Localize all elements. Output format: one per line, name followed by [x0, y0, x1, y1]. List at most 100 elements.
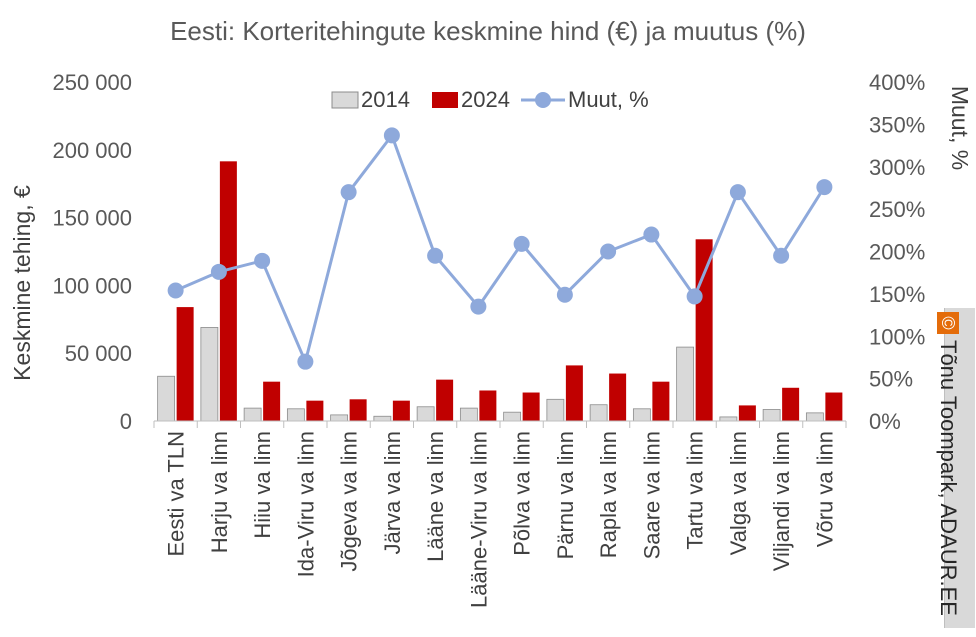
- change-point: [643, 226, 660, 243]
- bar-2024: [219, 161, 237, 422]
- left-axis: 0 50 000 100 000 150 000 200 000 250 000: [52, 70, 132, 434]
- bar-2024: [609, 373, 627, 421]
- bar-2024: [695, 239, 713, 421]
- bar-2024: [436, 379, 454, 421]
- bar-2024: [738, 405, 756, 421]
- category-label: Rapla va linn: [596, 431, 621, 558]
- bar-2014: [676, 346, 695, 422]
- right-tick-label: 150%: [869, 282, 925, 307]
- left-tick-label: 150 000: [52, 206, 132, 231]
- bar-2024: [782, 387, 800, 421]
- bar-2014: [459, 407, 478, 422]
- category-label: Ida-Viru va linn: [293, 431, 318, 577]
- right-tick-label: 300%: [869, 155, 925, 180]
- change-point: [816, 179, 833, 196]
- bar-2014: [373, 415, 392, 422]
- legend: 2014 2024 Muut, %: [331, 87, 649, 112]
- right-tick-label: 350%: [869, 112, 925, 137]
- legend-label-change: Muut, %: [568, 87, 649, 112]
- credit-text: Tõnu Toompark, ADAUR.EE: [936, 340, 961, 616]
- left-tick-label: 50 000: [65, 341, 132, 366]
- category-label: Viljandi va linn: [769, 431, 794, 571]
- change-point: [556, 286, 573, 303]
- legend-swatch-2014: [331, 91, 359, 109]
- bar-2024: [392, 400, 410, 421]
- legend-label-2014: 2014: [361, 87, 410, 112]
- bar-2024: [479, 390, 497, 421]
- left-tick-label: 200 000: [52, 138, 132, 163]
- credit-box: [944, 308, 975, 628]
- category-label: Tartu va linn: [683, 431, 708, 550]
- category-label: Saare va linn: [639, 431, 664, 559]
- legend-swatch-2024: [432, 92, 458, 108]
- change-point: [773, 247, 790, 264]
- copyright-icon: ©: [937, 312, 959, 334]
- bar-2014: [200, 327, 219, 422]
- bar-2014: [157, 375, 176, 422]
- category-label: Järva va linn: [380, 431, 405, 555]
- change-point: [340, 184, 357, 201]
- category-label: Valga va linn: [726, 431, 751, 555]
- change-point: [383, 127, 400, 144]
- category-label: Pärnu va linn: [553, 431, 578, 559]
- category-label: Võru va linn: [812, 431, 837, 547]
- bar-series: [157, 161, 843, 422]
- legend-label-2024: 2024: [461, 87, 510, 112]
- change-point: [513, 235, 530, 252]
- change-point: [600, 243, 617, 260]
- change-point: [210, 263, 227, 280]
- bar-2014: [330, 414, 349, 422]
- right-tick-label: 400%: [869, 70, 925, 95]
- right-tick-label: 50%: [869, 367, 913, 392]
- bar-2014: [416, 406, 435, 422]
- left-tick-label: 0: [120, 409, 132, 434]
- chart-title: Eesti: Korteritehingute keskmine hind (€…: [170, 16, 806, 46]
- bar-2014: [503, 411, 522, 422]
- change-point: [686, 288, 703, 305]
- credit-watermark: © Tõnu Toompark, ADAUR.EE: [935, 312, 961, 616]
- bar-2024: [263, 381, 281, 421]
- bar-2014: [805, 412, 824, 422]
- right-tick-label: 0%: [869, 409, 901, 434]
- right-tick-label: 200%: [869, 240, 925, 265]
- category-label: Hiiu va linn: [250, 431, 275, 539]
- bar-2014: [243, 407, 262, 422]
- category-label: Lääne-Viru va linn: [466, 431, 491, 608]
- left-tick-label: 100 000: [52, 273, 132, 298]
- bar-2024: [306, 400, 324, 421]
- change-point: [470, 298, 487, 315]
- bar-2014: [632, 408, 651, 422]
- bar-2024: [565, 365, 583, 421]
- left-tick-label: 250 000: [52, 70, 132, 95]
- category-label: Põlva va linn: [510, 431, 535, 556]
- change-point: [427, 247, 444, 264]
- bar-2014: [286, 408, 305, 422]
- change-point: [254, 252, 271, 269]
- bar-2024: [825, 392, 843, 421]
- change-point: [297, 353, 314, 370]
- change-point: [729, 184, 746, 201]
- bar-2024: [349, 399, 367, 421]
- category-label: Lääne va linn: [423, 431, 448, 562]
- left-axis-title: Keskmine tehing, €: [9, 185, 35, 381]
- right-axis: 0% 50% 100% 150% 200% 250% 300% 350% 400%: [869, 70, 925, 434]
- bar-2014: [589, 404, 608, 422]
- bar-2024: [176, 307, 194, 421]
- category-label: Harju va linn: [207, 431, 232, 553]
- bar-2014: [762, 409, 781, 422]
- category-label: Jõgeva va linn: [337, 431, 362, 572]
- change-point: [167, 282, 184, 299]
- legend-marker-change: [535, 92, 551, 108]
- category-label: Eesti va TLN: [164, 431, 189, 557]
- bar-2024: [652, 381, 670, 421]
- bar-2014: [719, 416, 738, 422]
- right-tick-label: 100%: [869, 324, 925, 349]
- right-tick-label: 250%: [869, 197, 925, 222]
- category-ticks: [153, 421, 847, 428]
- bar-2024: [522, 392, 540, 421]
- category-labels: Eesti va TLN Harju va linn Hiiu va linn Ida…: [164, 431, 838, 608]
- change-line: [175, 133, 826, 364]
- bar-2014: [546, 398, 565, 422]
- right-axis-title: Muut, %: [947, 86, 973, 170]
